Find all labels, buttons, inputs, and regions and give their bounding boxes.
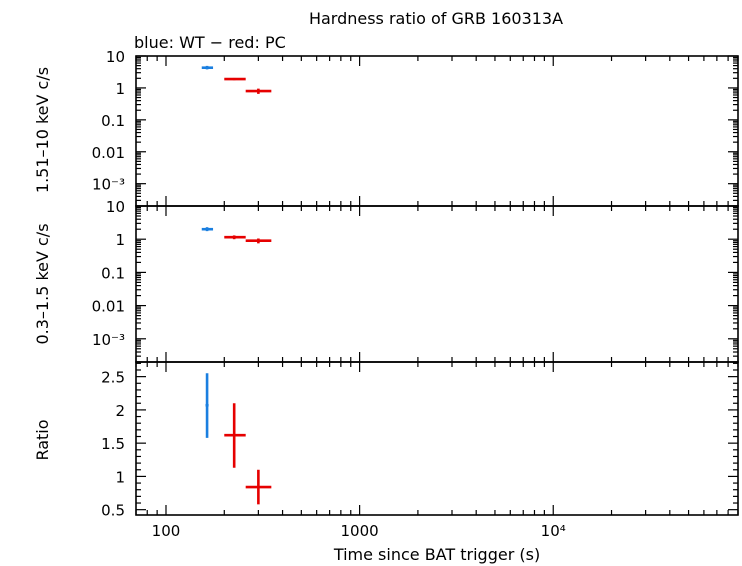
panel-frame	[135, 205, 739, 363]
x-tick-label: 100	[152, 522, 181, 540]
x-axis-label: Time since BAT trigger (s)	[333, 545, 540, 564]
panel-hard-band: 10 1 0.1 0.01 10⁻³	[92, 48, 739, 207]
wt-data-point	[201, 227, 214, 232]
pc-data-point	[245, 469, 272, 505]
y-tick-label: 10	[106, 198, 125, 216]
y-axis-label-ratio: Ratio	[33, 419, 52, 460]
pc-data-point	[245, 88, 272, 94]
pc-data-point	[224, 77, 246, 81]
y-tick-label: 10⁻³	[92, 331, 125, 349]
y-tick-label: 2.5	[101, 369, 125, 387]
pc-data-point	[245, 238, 272, 244]
pc-data-point	[224, 235, 246, 240]
x-tick-label: 1000	[341, 522, 379, 540]
pc-data-point	[224, 403, 246, 468]
wt-data-point	[201, 65, 214, 70]
panel-frame	[135, 361, 739, 516]
y-tick-label: 1.5	[101, 435, 125, 453]
y-tick-label: 10⁻³	[92, 176, 125, 194]
wt-data-point	[205, 373, 209, 438]
y-tick-label: 2	[115, 402, 125, 420]
y-tick-label: 1	[115, 80, 125, 98]
y-tick-label: 0.1	[101, 112, 125, 130]
x-tick-labels: 100 1000 10⁴	[152, 522, 566, 540]
y-tick-label: 0.01	[92, 298, 125, 316]
y-tick-label: 10	[106, 48, 125, 66]
chart-subtitle: blue: WT − red: PC	[134, 33, 286, 52]
y-tick-label: 0.1	[101, 264, 125, 282]
chart-title: Hardness ratio of GRB 160313A	[309, 9, 563, 28]
y-tick-label: 0.01	[92, 144, 125, 162]
panel-soft-band: 10 1 0.1 0.01 10⁻³	[92, 198, 739, 363]
x-tick-label: 10⁴	[541, 522, 566, 540]
panel-ratio: 2.5 2 1.5 1 0.5	[101, 361, 739, 520]
y-tick-label: 1	[115, 468, 125, 486]
y-axis-label-hard: 1.51–10 keV c/s	[33, 67, 52, 193]
y-tick-label: 1	[115, 231, 125, 249]
y-axis-label-soft: 0.3–1.5 keV c/s	[33, 223, 52, 344]
y-tick-label: 0.5	[101, 502, 125, 520]
